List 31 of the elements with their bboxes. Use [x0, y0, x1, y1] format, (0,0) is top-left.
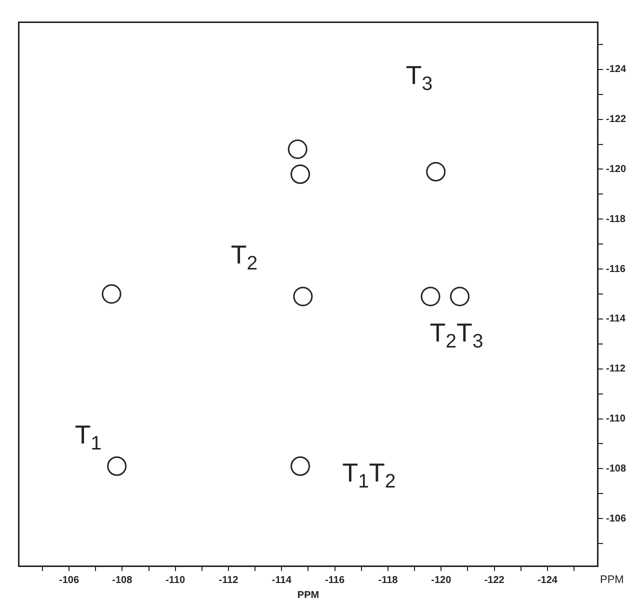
y-tick-label: -108 [606, 463, 626, 474]
y-tick-label: -116 [606, 264, 626, 275]
x-tick-label: -118 [378, 574, 398, 586]
y-tick-label: -112 [606, 364, 626, 375]
point [450, 286, 470, 306]
point [290, 164, 310, 184]
x-tick-label: -124 [537, 574, 558, 586]
y-tick-label: -114 [606, 314, 626, 325]
x-tick-label: -120 [431, 574, 452, 586]
y-tick-label: -110 [606, 414, 626, 425]
point [290, 456, 310, 476]
y-tick-label: -120 [606, 164, 626, 175]
y-tick-label: -118 [606, 214, 626, 225]
text: PPM [600, 574, 624, 586]
point [293, 286, 313, 306]
point [288, 140, 308, 160]
x-tick-label: -108 [112, 574, 133, 586]
y-tick-label: -106 [606, 513, 626, 524]
point [107, 456, 127, 476]
x-tick-label: -106 [59, 574, 80, 586]
y-tick-label: -124 [606, 64, 626, 76]
y-tick-label: -122 [606, 114, 626, 126]
point [102, 284, 122, 304]
x-tick-label: -112 [218, 574, 239, 586]
point [426, 162, 446, 182]
x-tick-label: -114 [272, 574, 292, 586]
x-tick-label: -110 [166, 574, 186, 586]
x-tick-label: -116 [325, 574, 345, 586]
x-axis-title: PPM [297, 590, 320, 601]
point [420, 286, 440, 306]
x-tick-label: -122 [484, 574, 505, 586]
